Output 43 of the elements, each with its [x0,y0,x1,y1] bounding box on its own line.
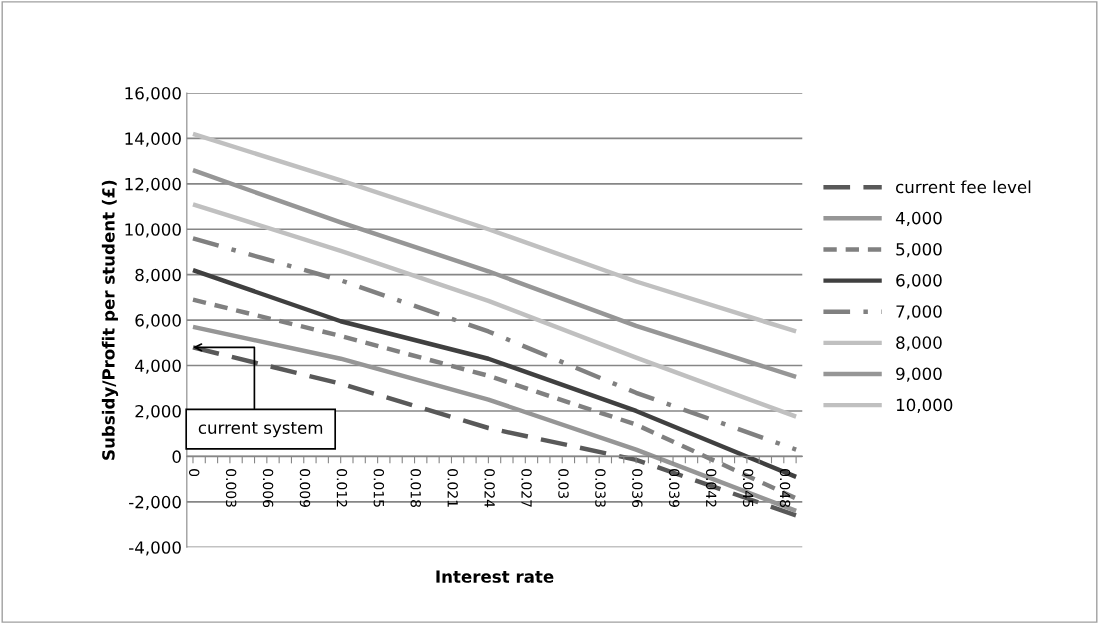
y-tick-label: 2,000 [135,404,181,420]
x-tick-label: 0.012 [336,469,348,507]
x-tick-label: 0.027 [521,469,532,507]
x-tick-label: 0.042 [705,469,717,507]
x-tick-label: 0.048 [779,469,791,508]
x-tick-label: 0.024 [484,469,495,508]
x-tick-label: 0.036 [632,469,643,508]
y-tick-label: -4,000 [129,541,181,556]
x-tick-label: 0.009 [299,469,311,507]
y-tick-label: 10,000 [125,223,181,238]
y-tick-label: 8,000 [135,268,181,283]
x-tick-label: 0.003 [225,469,237,507]
x-tick-label: 0.033 [595,469,606,507]
legend-label: 9,000 [896,367,942,382]
x-tick-label: 0 [188,469,200,477]
line-series [190,167,799,380]
legend-label: 4,000 [895,211,942,227]
legend-label: current fee level [896,180,1031,194]
y-tick-label: 0 [172,450,181,463]
x-tick-label: 0.03 [558,469,569,499]
y-tick-label: -2,000 [129,495,181,511]
legend-label: 10,000 [896,398,953,413]
line-series [190,236,799,452]
y-tick-label: 4,000 [135,359,181,374]
x-tick-label: 0.021 [447,469,458,507]
y-tick-label: 16,000 [125,86,181,102]
x-tick-label: 0.018 [410,469,422,508]
x-tick-label: 0.039 [669,469,680,507]
legend-label: 5,000 [896,242,942,258]
legend-label: 8,000 [896,336,942,351]
y-tick-label: 6,000 [135,314,181,329]
x-tick-label: 0.015 [373,469,385,507]
x-axis-title: Interest rate [436,570,554,583]
x-tick-label: 0.045 [742,469,754,507]
legend-label: 7,000 [896,305,942,320]
legend-label: 6,000 [896,274,942,289]
line-series [190,131,799,334]
y-tick-label: 12,000 [125,177,181,193]
annotation: current system [198,422,323,438]
line-series [190,202,799,419]
y-tick-label: 14,000 [125,132,181,147]
y-axis-title: Subsidy/Profit per student (£) [101,180,119,460]
x-tick-label: 0.006 [262,469,274,508]
